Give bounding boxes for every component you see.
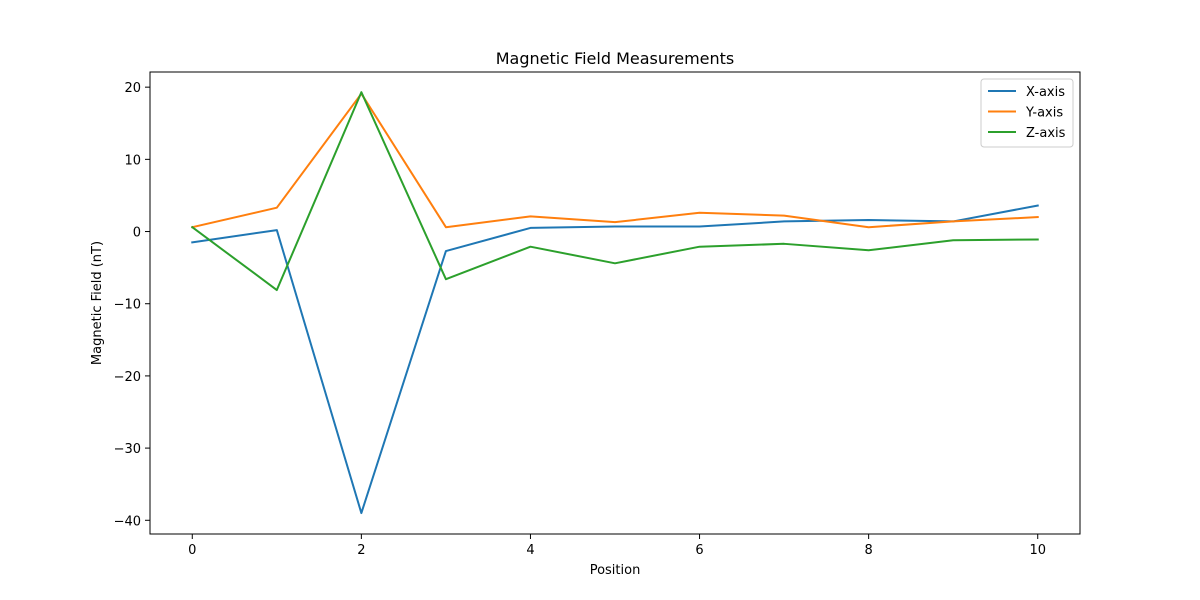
y-tick-label: −10 xyxy=(114,298,141,313)
x-tick-label: 10 xyxy=(1029,543,1046,558)
legend: X-axis Y-axis Z-axis xyxy=(980,78,1074,148)
x-tick-label: 6 xyxy=(695,543,703,558)
y-tick-label: 10 xyxy=(124,153,141,168)
x-tick-label: 8 xyxy=(864,543,872,558)
series-line-y-axis xyxy=(191,92,1039,229)
y-tick-label: −40 xyxy=(114,514,141,529)
legend-label-x-axis: X-axis xyxy=(1026,85,1065,100)
series-line-z-axis xyxy=(190,91,1039,292)
legend-label-y-axis: Y-axis xyxy=(1025,106,1063,121)
y-axis-label: Magnetic Field (nT) xyxy=(90,241,105,365)
x-tick-label: 0 xyxy=(188,543,196,558)
y-axis-ticks: −40 −30 −20 −10 0 10 20 xyxy=(114,81,150,529)
axes-frame xyxy=(149,71,1081,535)
y-tick-label: −30 xyxy=(114,442,141,457)
plot-lines xyxy=(190,91,1039,515)
x-axis-label: Position xyxy=(590,563,641,578)
y-tick-label: −20 xyxy=(114,370,141,385)
x-axis-ticks: 0 2 4 6 8 10 xyxy=(188,534,1046,558)
legend-box xyxy=(980,78,1074,148)
y-tick-label: 0 xyxy=(133,226,141,241)
legend-label-z-axis: Z-axis xyxy=(1026,126,1066,141)
y-tick-label: 20 xyxy=(124,81,141,96)
chart-title: Magnetic Field Measurements xyxy=(496,49,735,68)
x-tick-label: 2 xyxy=(357,543,365,558)
series-line-x-axis xyxy=(191,204,1039,515)
x-tick-label: 4 xyxy=(526,543,534,558)
